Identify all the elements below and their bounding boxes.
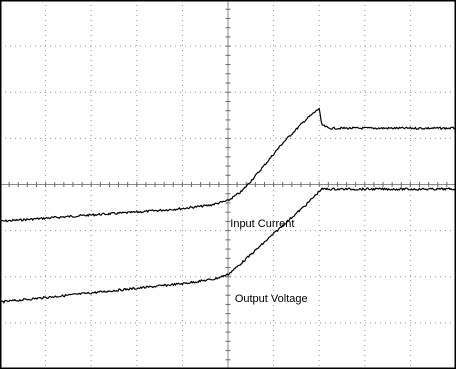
output-voltage-trace (0, 187, 456, 304)
input-current-label: Input Current (230, 218, 294, 230)
output-voltage-label: Output Voltage (235, 293, 308, 305)
input-current-trace (0, 107, 456, 223)
plot-annotations: Input Current Output Voltage (230, 218, 307, 305)
plot-traces (0, 107, 456, 304)
